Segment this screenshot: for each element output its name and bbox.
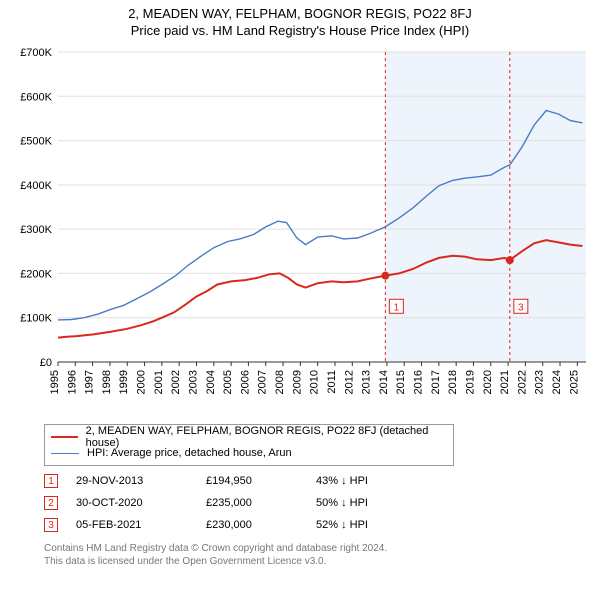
transaction-date: 29-NOV-2013: [76, 475, 206, 487]
legend-row: 2, MEADEN WAY, FELPHAM, BOGNOR REGIS, PO…: [51, 429, 447, 445]
line-chart-svg: £0 £100K £200K £300K £400K £500K £600K £700K 199…: [8, 46, 592, 418]
title-line-2: Price paid vs. HM Land Registry's House …: [8, 23, 592, 38]
transaction-pct: 50% ↓ HPI: [316, 497, 426, 509]
transaction-pct: 52% ↓ HPI: [316, 519, 426, 531]
transaction-price: £230,000: [206, 519, 316, 531]
svg-text:£400K: £400K: [20, 180, 52, 192]
transaction-date: 05-FEB-2021: [76, 519, 206, 531]
transaction-marker: 3: [44, 518, 58, 532]
legend-box: 2, MEADEN WAY, FELPHAM, BOGNOR REGIS, PO…: [44, 424, 454, 466]
svg-text:1999: 1999: [118, 370, 130, 394]
transaction-pct: 43% ↓ HPI: [316, 475, 426, 487]
svg-text:1996: 1996: [66, 370, 78, 394]
legend-swatch: [51, 453, 79, 454]
svg-text:2011: 2011: [326, 370, 338, 394]
svg-text:2002: 2002: [170, 370, 182, 394]
svg-text:2020: 2020: [482, 370, 494, 394]
chart-container: 2, MEADEN WAY, FELPHAM, BOGNOR REGIS, PO…: [0, 0, 600, 574]
transaction-row: 3 05-FEB-2021£230,00052% ↓ HPI: [44, 514, 592, 536]
footer-line-1: Contains HM Land Registry data © Crown c…: [44, 542, 592, 555]
svg-text:£500K: £500K: [20, 136, 52, 148]
transaction-date: 30-OCT-2020: [76, 497, 206, 509]
svg-text:2025: 2025: [568, 370, 580, 394]
svg-text:£300K: £300K: [20, 224, 52, 236]
transaction-row: 2 30-OCT-2020£235,00050% ↓ HPI: [44, 492, 592, 514]
svg-text:2014: 2014: [378, 370, 390, 394]
svg-text:2006: 2006: [239, 370, 251, 394]
svg-text:2021: 2021: [499, 370, 511, 394]
svg-text:£600K: £600K: [20, 91, 52, 103]
svg-text:2018: 2018: [447, 370, 459, 394]
svg-text:2003: 2003: [187, 370, 199, 394]
svg-text:£200K: £200K: [20, 268, 52, 280]
transaction-price: £194,950: [206, 475, 316, 487]
chart-area: £0 £100K £200K £300K £400K £500K £600K £700K 199…: [8, 46, 592, 418]
legend-swatch: [51, 436, 78, 438]
transaction-price: £235,000: [206, 497, 316, 509]
svg-text:2016: 2016: [413, 370, 425, 394]
svg-text:2008: 2008: [274, 370, 286, 394]
svg-text:2024: 2024: [551, 370, 563, 394]
svg-text:2023: 2023: [534, 370, 546, 394]
svg-text:2000: 2000: [136, 370, 148, 394]
transaction-marker: 2: [44, 496, 58, 510]
legend-label: HPI: Average price, detached house, Arun: [87, 447, 292, 459]
svg-text:2019: 2019: [464, 370, 476, 394]
svg-text:2005: 2005: [222, 370, 234, 394]
svg-text:1997: 1997: [84, 370, 96, 394]
svg-text:2007: 2007: [257, 370, 269, 394]
svg-text:2022: 2022: [516, 370, 528, 394]
svg-text:1998: 1998: [101, 370, 113, 394]
svg-text:£0: £0: [40, 357, 52, 369]
svg-text:2013: 2013: [361, 370, 373, 394]
svg-text:3: 3: [518, 302, 524, 313]
transaction-row: 1 29-NOV-2013£194,95043% ↓ HPI: [44, 470, 592, 492]
transactions-table: 1 29-NOV-2013£194,95043% ↓ HPI 2 30-OCT-202…: [44, 470, 592, 536]
legend-label: 2, MEADEN WAY, FELPHAM, BOGNOR REGIS, PO…: [86, 425, 447, 449]
svg-text:1995: 1995: [49, 370, 61, 394]
svg-text:2004: 2004: [205, 370, 217, 394]
svg-text:2009: 2009: [291, 370, 303, 394]
svg-text:2012: 2012: [343, 370, 355, 394]
svg-text:£700K: £700K: [20, 47, 52, 59]
svg-text:2001: 2001: [153, 370, 165, 394]
footer-line-2: This data is licensed under the Open Gov…: [44, 555, 592, 568]
title-line-1: 2, MEADEN WAY, FELPHAM, BOGNOR REGIS, PO…: [8, 6, 592, 21]
svg-text:2017: 2017: [430, 370, 442, 394]
svg-text:2010: 2010: [309, 370, 321, 394]
svg-text:2015: 2015: [395, 370, 407, 394]
svg-text:1: 1: [394, 302, 400, 313]
transaction-marker: 1: [44, 474, 58, 488]
svg-text:£100K: £100K: [20, 313, 52, 325]
footer-attribution: Contains HM Land Registry data © Crown c…: [44, 542, 592, 568]
title-block: 2, MEADEN WAY, FELPHAM, BOGNOR REGIS, PO…: [8, 6, 592, 38]
